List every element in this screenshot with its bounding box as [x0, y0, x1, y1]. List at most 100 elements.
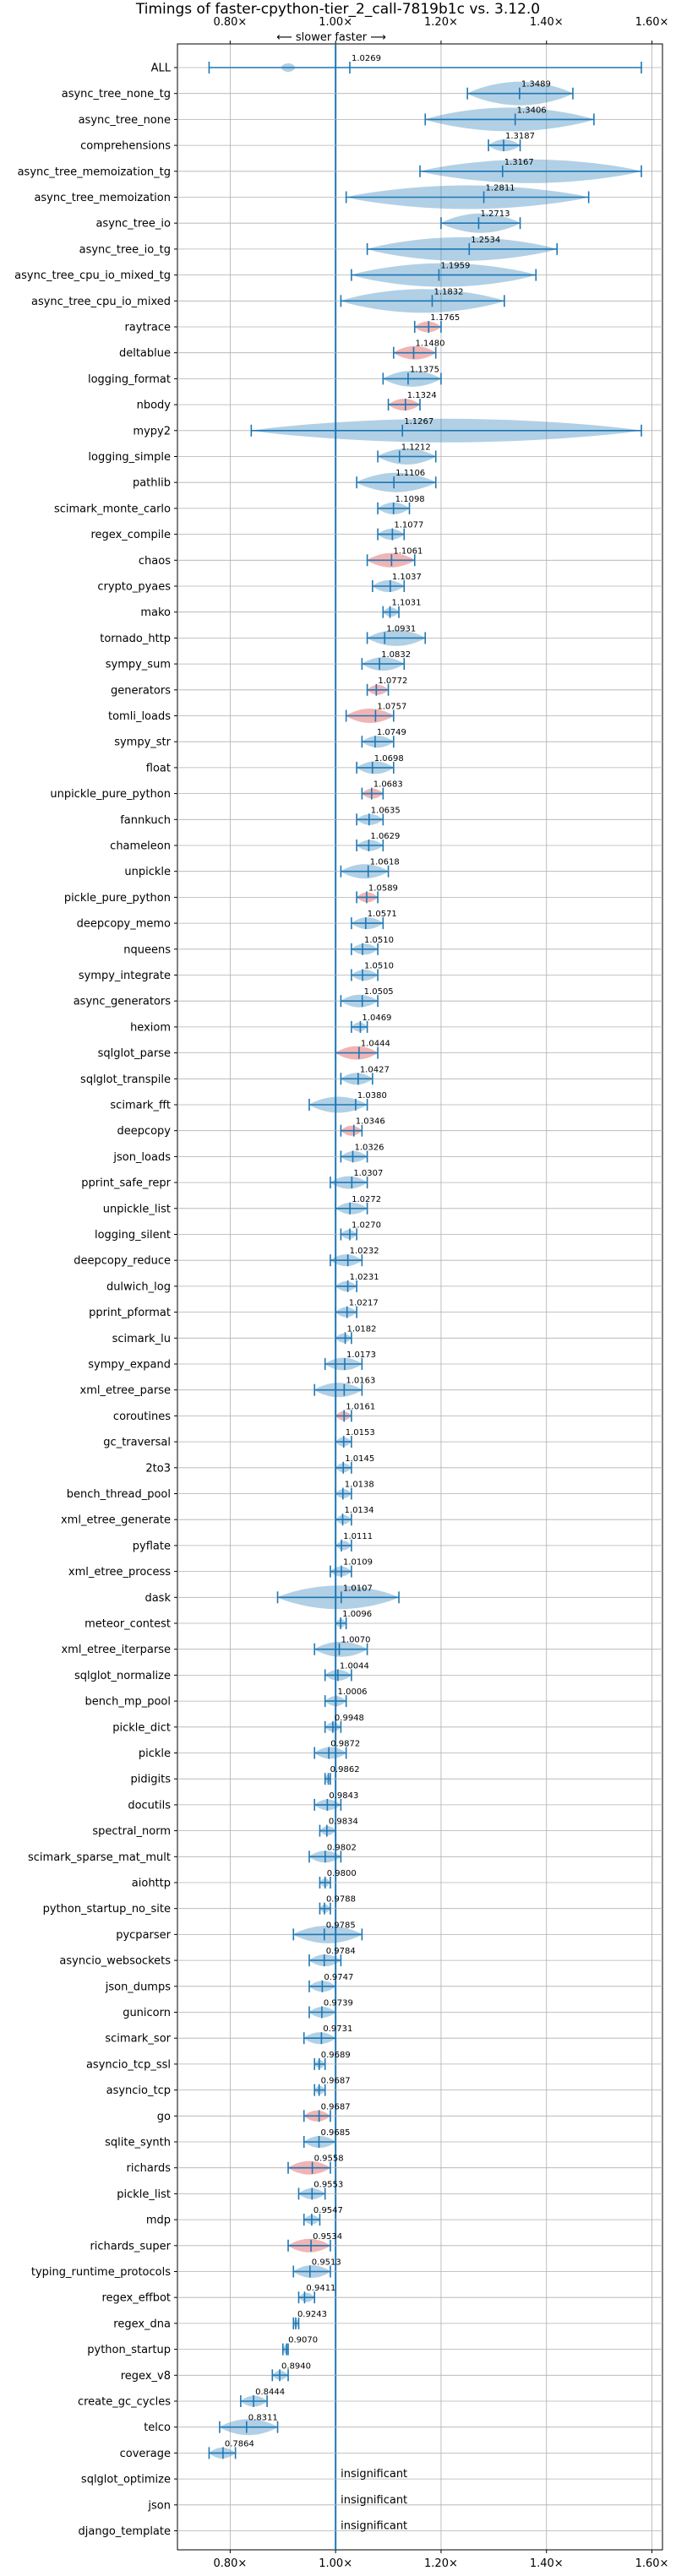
- value-label: 0.9739: [324, 1999, 353, 2008]
- benchmark-name: regex_v8: [121, 2370, 171, 2383]
- benchmark-row: async_tree_io 1.2713: [95, 209, 662, 233]
- value-label: 1.0134: [345, 1506, 374, 1515]
- benchmark-name: coverage: [120, 2448, 171, 2460]
- benchmark-row: django_template insignificant: [79, 2520, 662, 2538]
- chart-title: Timings of faster-cpython-tier_2_call-78…: [135, 1, 540, 18]
- benchmark-row: dask 1.0107: [144, 1584, 662, 1610]
- value-label: 1.3187: [505, 132, 535, 141]
- benchmark-name: logging_format: [88, 373, 171, 386]
- value-label: 1.1061: [393, 546, 422, 556]
- benchmark-row: sympy_expand 1.0173: [88, 1350, 662, 1372]
- benchmark-row: pycparser 0.9785: [116, 1921, 662, 1943]
- benchmark-name: dulwich_log: [106, 1280, 171, 1293]
- benchmark-name: xml_etree_process: [68, 1566, 171, 1579]
- benchmark-row: pprint_pformat 1.0217: [89, 1299, 662, 1319]
- direction-label: ⟵ slower faster ⟶: [276, 31, 386, 44]
- benchmark-name: regex_dna: [113, 2318, 171, 2330]
- benchmark-name: regex_effbot: [101, 2292, 171, 2305]
- benchmark-name: deltablue: [119, 347, 171, 360]
- value-label: 1.0138: [345, 1481, 374, 1490]
- benchmark-name: async_tree_memoization: [34, 192, 171, 204]
- value-label: 0.9862: [330, 1765, 360, 1774]
- x-tick-label: 1.20×: [424, 16, 458, 29]
- value-label: 0.9747: [324, 1973, 353, 1982]
- benchmark-name: meteor_contest: [84, 1618, 171, 1631]
- benchmark-name: deepcopy_memo: [77, 918, 171, 931]
- benchmark-name: django_template: [79, 2525, 171, 2538]
- benchmark-name: sympy_integrate: [79, 970, 171, 982]
- benchmark-name: logging_simple: [88, 451, 171, 464]
- benchmark-row: scimark_sparse_mat_mult 0.9802: [28, 1843, 662, 1864]
- insignificant-label: insignificant: [341, 2520, 407, 2533]
- value-label: 0.9558: [314, 2155, 344, 2164]
- benchmark-name: bench_mp_pool: [84, 1696, 171, 1709]
- value-label: 1.0698: [374, 754, 404, 764]
- benchmark-row: json insignificant: [147, 2494, 662, 2512]
- benchmark-name: scimark_sparse_mat_mult: [28, 1851, 171, 1864]
- value-label: 1.0510: [364, 962, 394, 971]
- benchmark-row: deltablue 1.1480: [119, 340, 662, 360]
- value-label: 1.0217: [349, 1299, 379, 1308]
- value-label: 1.0380: [357, 1091, 387, 1101]
- benchmark-row: json_dumps 0.9747: [105, 1973, 662, 1993]
- value-label: 1.0006: [338, 1687, 368, 1697]
- benchmark-name: nbody: [137, 399, 172, 412]
- benchmark-row: sympy_str 1.0749: [114, 728, 662, 749]
- value-label: 1.0469: [362, 1014, 391, 1023]
- benchmark-row: bench_mp_pool 1.0006: [84, 1687, 662, 1709]
- benchmark-row: python_startup 0.9070: [87, 2336, 662, 2356]
- value-label: 0.9802: [327, 1843, 357, 1852]
- benchmark-name: generators: [111, 684, 171, 697]
- benchmark-row: asyncio_tcp_ssl 0.9689: [86, 2051, 662, 2071]
- benchmark-row: pickle 0.9872: [139, 1740, 662, 1760]
- benchmark-row: crypto_pyaes 1.1037: [97, 573, 662, 594]
- value-label: 1.0107: [343, 1584, 373, 1593]
- benchmark-row: dulwich_log 1.0231: [106, 1273, 662, 1293]
- benchmark-row: spectral_norm 0.9834: [92, 1818, 662, 1838]
- benchmark-name: ALL: [151, 62, 172, 75]
- value-label: 1.1212: [401, 443, 431, 453]
- benchmark-name: coroutines: [113, 1410, 171, 1423]
- benchmark-name: xml_etree_iterparse: [61, 1644, 171, 1656]
- value-label: 0.9547: [313, 2206, 343, 2215]
- benchmark-row: sqlite_synth 0.9685: [105, 2128, 662, 2149]
- x-tick-label: 0.80×: [213, 2557, 247, 2570]
- value-label: 1.2713: [480, 209, 510, 219]
- benchmark-row: asyncio_websockets 0.9784: [59, 1947, 662, 1968]
- benchmark-row: bench_thread_pool 1.0138: [67, 1481, 662, 1501]
- value-label: 1.0109: [343, 1558, 373, 1568]
- value-label: 1.1765: [430, 313, 460, 323]
- benchmark-name: asyncio_tcp: [106, 2084, 171, 2097]
- benchmark-row: json_loads 1.0326: [112, 1143, 662, 1164]
- value-label: 0.9843: [329, 1791, 358, 1801]
- benchmark-row: async_tree_memoization_tg 1.3167: [18, 158, 662, 183]
- benchmark-row: chaos 1.1061: [139, 546, 662, 568]
- benchmark-row: scimark_fft 1.0380: [110, 1091, 662, 1113]
- benchmark-row: generators 1.0772: [111, 677, 662, 697]
- value-label: 0.9834: [329, 1818, 358, 1827]
- value-label: 0.9687: [321, 2077, 351, 2086]
- insignificant-label: insignificant: [341, 2468, 407, 2481]
- value-label: 0.9070: [288, 2336, 318, 2345]
- value-label: 1.0231: [350, 1273, 379, 1282]
- benchmark-row: mako 1.1031: [140, 599, 662, 619]
- benchmark-row: unpickle 1.0618: [124, 858, 662, 879]
- benchmark-name: pathlib: [133, 477, 171, 490]
- benchmark-name: pidigits: [131, 1774, 172, 1786]
- value-label: 1.0111: [343, 1532, 373, 1541]
- value-label: 1.0427: [360, 1065, 390, 1074]
- benchmark-row: comprehensions 1.3187: [80, 132, 662, 153]
- benchmark-name: mako: [140, 606, 171, 619]
- value-label: 1.0589: [368, 883, 398, 893]
- value-label: 1.0629: [370, 832, 400, 841]
- benchmark-name: async_generators: [74, 996, 172, 1008]
- benchmark-name: mdp: [146, 2215, 171, 2227]
- benchmark-row: regex_effbot 0.9411: [101, 2284, 662, 2305]
- value-label: 1.2811: [486, 184, 515, 193]
- benchmark-row: meteor_contest 1.0096: [84, 1610, 662, 1631]
- benchmark-name: xml_etree_generate: [61, 1514, 171, 1527]
- benchmark-row: scimark_lu 1.0182: [112, 1324, 662, 1345]
- benchmark-name: raytrace: [124, 322, 171, 334]
- value-label: 1.0757: [377, 703, 406, 712]
- benchmark-row: fannkuch 1.0635: [120, 806, 662, 827]
